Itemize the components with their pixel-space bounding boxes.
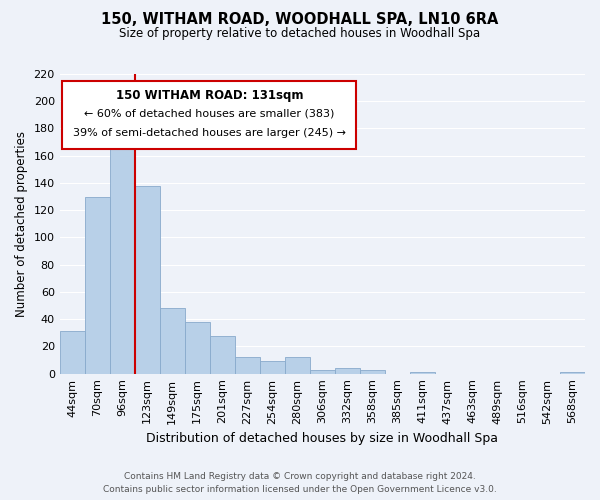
Bar [310,370,335,374]
Bar [360,370,385,374]
Y-axis label: Number of detached properties: Number of detached properties [15,131,28,317]
Bar [410,372,435,374]
Bar [560,372,585,374]
Text: Size of property relative to detached houses in Woodhall Spa: Size of property relative to detached ho… [119,28,481,40]
FancyBboxPatch shape [62,82,356,149]
Text: Contains public sector information licensed under the Open Government Licence v3: Contains public sector information licen… [103,485,497,494]
X-axis label: Distribution of detached houses by size in Woodhall Spa: Distribution of detached houses by size … [146,432,499,445]
Bar [59,332,85,374]
Bar [160,308,185,374]
Text: 150, WITHAM ROAD, WOODHALL SPA, LN10 6RA: 150, WITHAM ROAD, WOODHALL SPA, LN10 6RA [101,12,499,28]
Text: ← 60% of detached houses are smaller (383): ← 60% of detached houses are smaller (38… [84,108,335,118]
Bar [210,336,235,374]
Bar [185,322,210,374]
Bar [85,196,110,374]
Text: Contains HM Land Registry data © Crown copyright and database right 2024.: Contains HM Land Registry data © Crown c… [124,472,476,481]
Bar [110,134,135,374]
Bar [285,358,310,374]
Bar [335,368,360,374]
Text: 150 WITHAM ROAD: 131sqm: 150 WITHAM ROAD: 131sqm [116,89,303,102]
Bar [235,358,260,374]
Bar [260,362,285,374]
Bar [135,186,160,374]
Text: 39% of semi-detached houses are larger (245) →: 39% of semi-detached houses are larger (… [73,128,346,138]
